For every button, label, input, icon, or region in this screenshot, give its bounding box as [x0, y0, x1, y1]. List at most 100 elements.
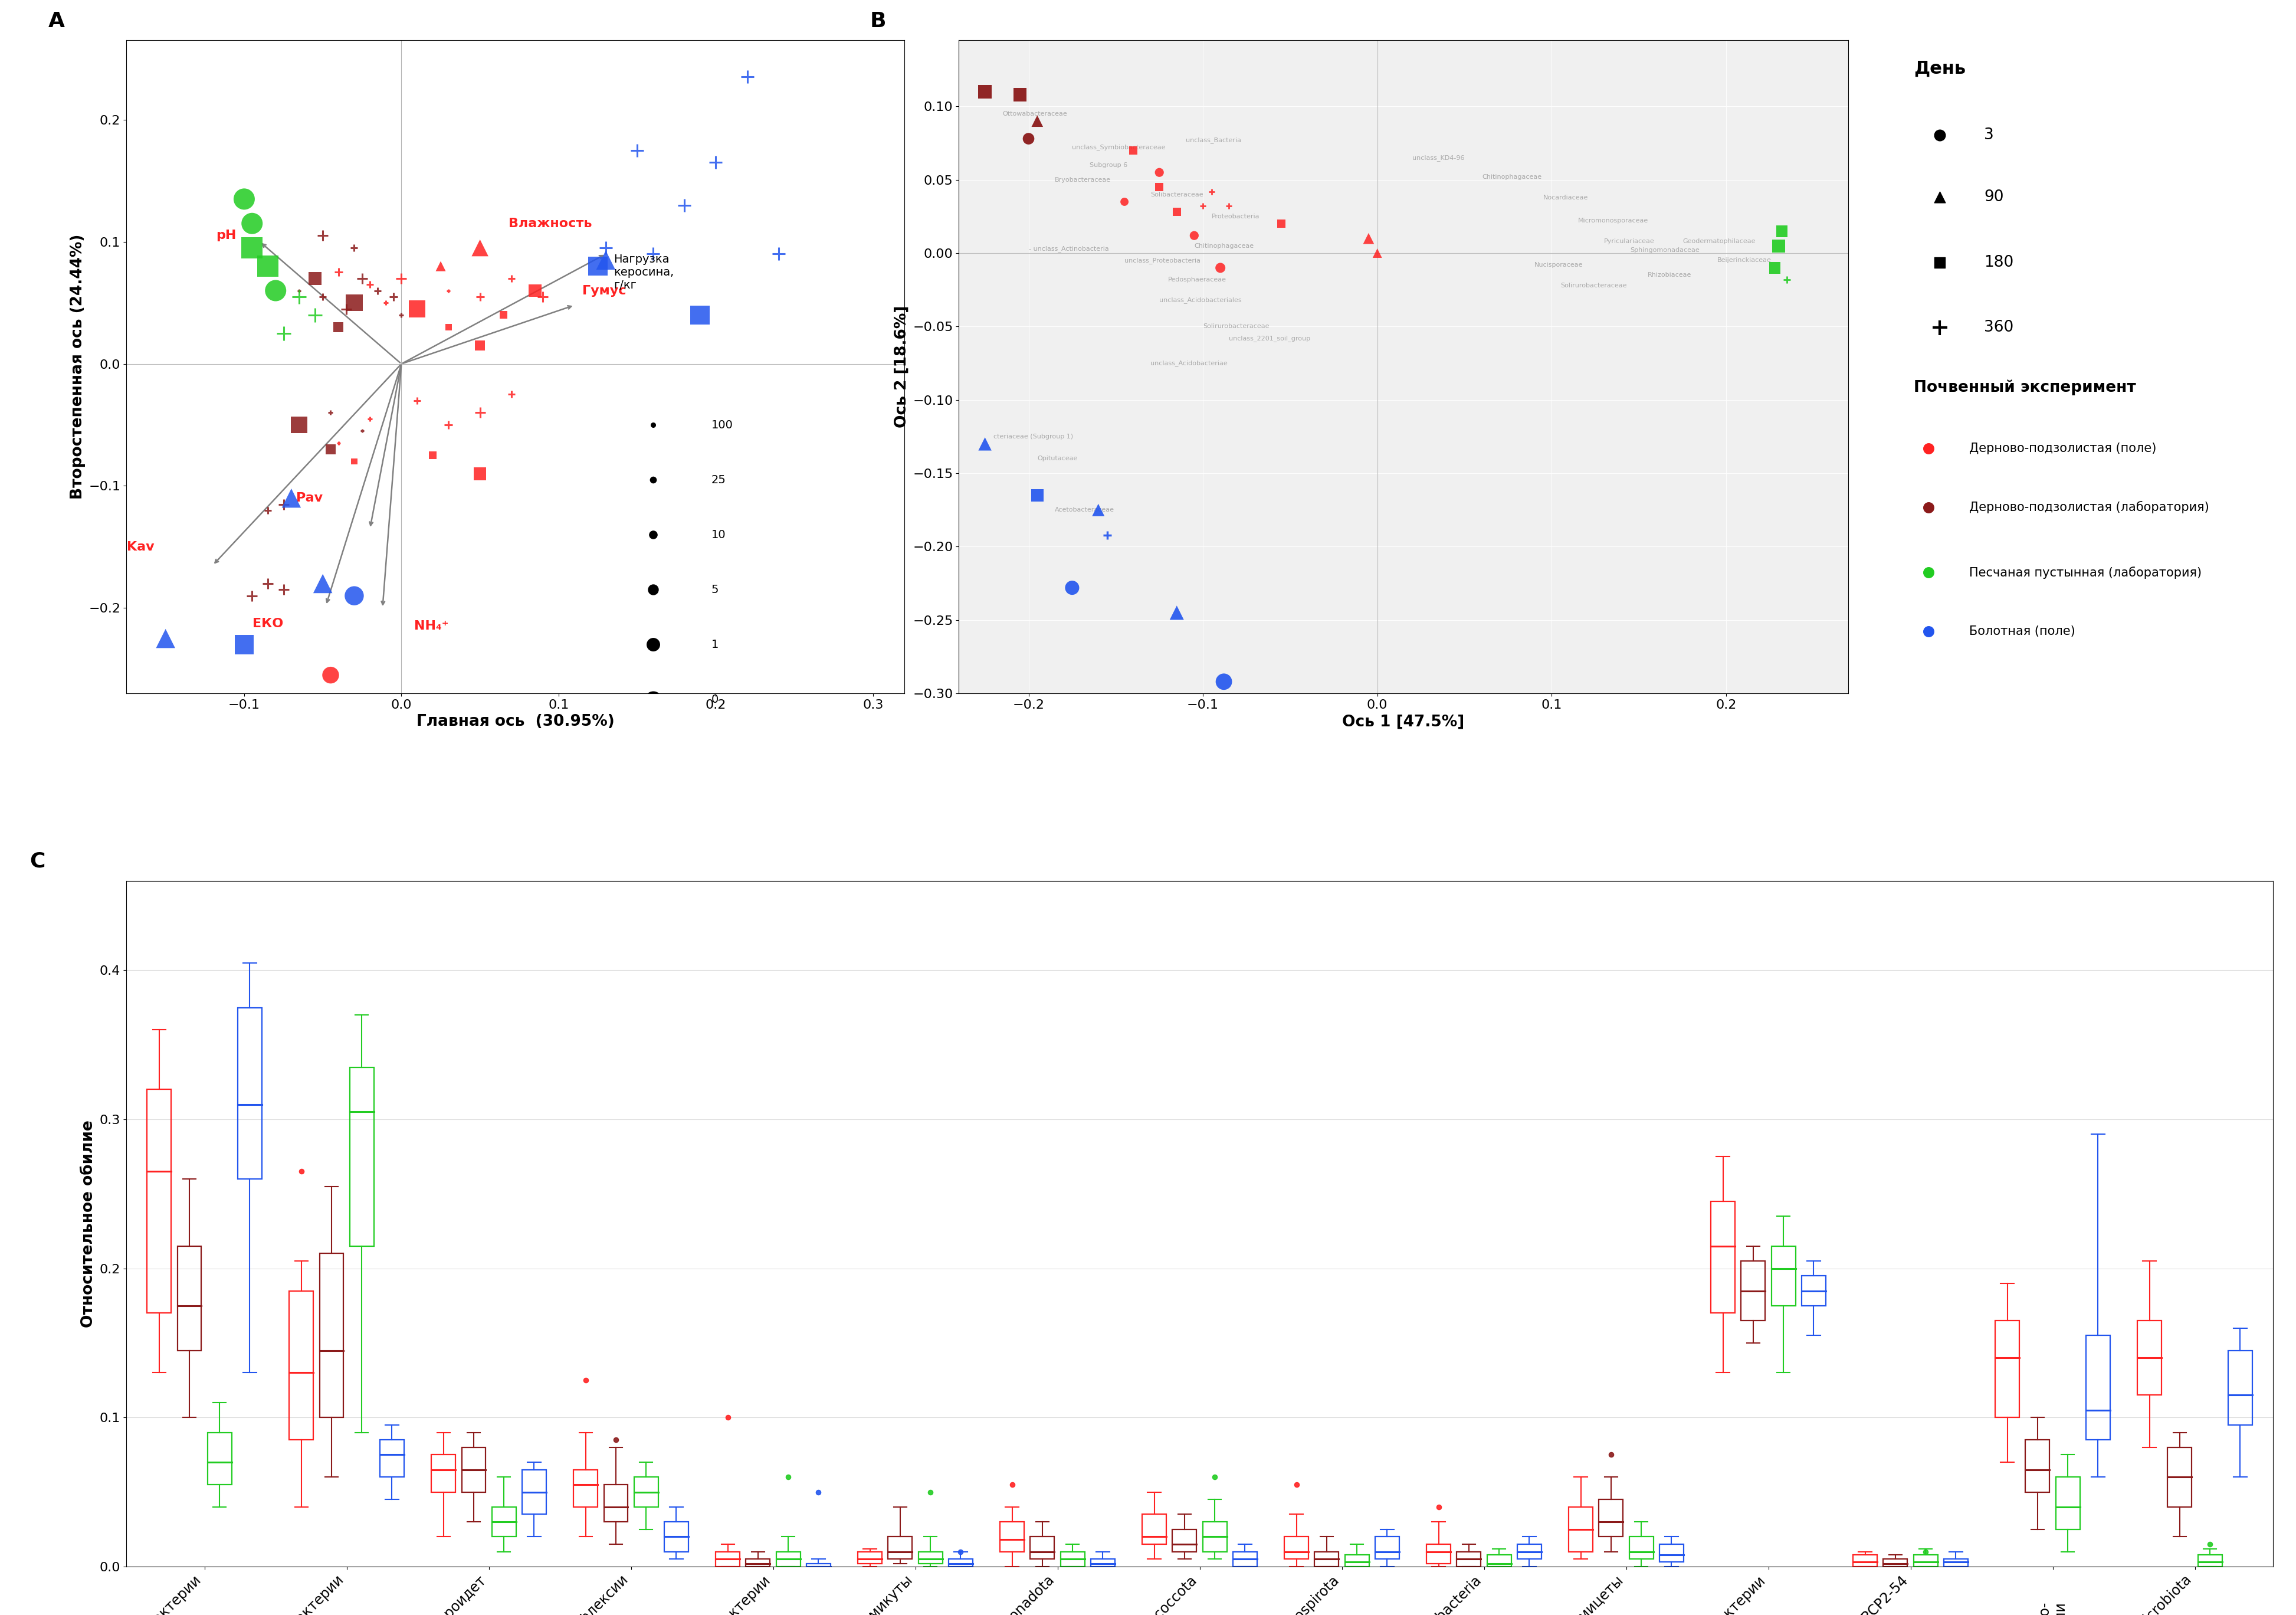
Point	[461, 234, 498, 260]
Text: Beijerinckiaceae: Beijerinckiaceae	[1717, 257, 1773, 263]
Point	[461, 333, 498, 359]
Point	[250, 254, 287, 279]
Text: Nucisporaceae: Nucisporaceae	[1534, 262, 1582, 268]
Point	[579, 254, 615, 279]
Bar	[1456, 1552, 1481, 1567]
Bar	[1518, 1544, 1541, 1558]
Text: Pav: Pav	[296, 493, 324, 504]
Text: Bryobacteraceae: Bryobacteraceae	[1054, 176, 1111, 182]
Text: C: C	[30, 851, 46, 870]
Text: Kav: Kav	[126, 541, 154, 552]
Bar	[918, 1552, 944, 1563]
Bar	[207, 1433, 232, 1484]
Point	[634, 412, 670, 438]
Point	[912, 1479, 948, 1505]
Point	[312, 662, 349, 688]
Bar	[491, 1507, 517, 1537]
Text: 3: 3	[1984, 128, 1993, 142]
Bar	[1740, 1261, 1766, 1321]
Text: Solirurobacteraceae: Solirurobacteraceae	[1561, 283, 1628, 289]
Point	[234, 234, 271, 260]
Bar	[859, 1552, 882, 1563]
Bar	[1598, 1499, 1623, 1537]
Bar	[1945, 1558, 1968, 1567]
Point	[967, 79, 1003, 105]
Bar	[1853, 1555, 1878, 1567]
Point	[1196, 1465, 1233, 1491]
Text: unclass_Acidobacteriales: unclass_Acidobacteriales	[1159, 297, 1242, 304]
Point	[1763, 218, 1800, 244]
Bar	[1426, 1544, 1451, 1563]
Bar	[1883, 1558, 1908, 1567]
Point	[1001, 82, 1038, 108]
Bar	[889, 1537, 912, 1558]
Point	[461, 460, 498, 486]
Point	[422, 254, 459, 279]
Text: Chitinophagaceae: Chitinophagaceae	[1481, 174, 1541, 179]
Text: unclass_KD4-96: unclass_KD4-96	[1412, 155, 1465, 162]
Point	[634, 577, 670, 602]
Text: unclass_Bacteria: unclass_Bacteria	[1185, 137, 1240, 144]
Point	[709, 1405, 746, 1431]
Text: Гумус: Гумус	[583, 284, 627, 297]
Text: Nocardiaceae: Nocardiaceae	[1543, 194, 1589, 200]
Bar	[432, 1455, 455, 1492]
Bar	[2138, 1321, 2161, 1395]
Text: ЕКО: ЕКО	[253, 619, 282, 630]
X-axis label: Ось 1 [47.5%]: Ось 1 [47.5%]	[1343, 714, 1465, 730]
Point	[1910, 436, 1947, 462]
Point	[1908, 1539, 1945, 1565]
Text: Subgroup 6: Subgroup 6	[1091, 162, 1127, 168]
Text: Pedosphaeraceae: Pedosphaeraceae	[1169, 276, 1226, 283]
Bar	[1660, 1544, 1683, 1562]
Bar	[2055, 1478, 2080, 1529]
Point	[305, 570, 342, 596]
Y-axis label: Ось 2 [18.6%]: Ось 2 [18.6%]	[893, 305, 909, 428]
Bar	[349, 1068, 374, 1247]
Text: Rhizobiaceae: Rhizobiaceae	[1649, 273, 1692, 278]
Bar	[1061, 1552, 1084, 1567]
Point	[1593, 1442, 1630, 1468]
Point	[1054, 575, 1091, 601]
Point	[484, 302, 521, 328]
Text: 0: 0	[712, 694, 719, 706]
Point	[1761, 233, 1798, 258]
Point	[1205, 669, 1242, 694]
Text: 10: 10	[712, 530, 726, 541]
Text: Влажность: Влажность	[507, 218, 592, 229]
Point	[1350, 226, 1387, 252]
Bar	[1141, 1515, 1166, 1544]
Text: 100: 100	[712, 420, 732, 431]
Text: unclass_Symbiobacteraceae: unclass_Symbiobacteraceae	[1072, 144, 1166, 150]
Bar	[1802, 1276, 1825, 1305]
Text: Почвенный эксперимент: Почвенный эксперимент	[1913, 380, 2135, 396]
Text: 25: 25	[712, 475, 726, 486]
Bar	[664, 1521, 689, 1552]
Point	[1019, 483, 1056, 509]
Point	[1019, 108, 1056, 134]
Bar	[1345, 1555, 1368, 1567]
Point	[1079, 497, 1116, 523]
Bar	[1091, 1558, 1116, 1567]
Text: Болотная (поле): Болотная (поле)	[1970, 625, 2076, 638]
Text: Solirurobacteraceae: Solirurobacteraceae	[1203, 323, 1270, 329]
Bar	[1711, 1202, 1736, 1313]
Bar	[2167, 1447, 2193, 1507]
Text: NH₄⁺: NH₄⁺	[413, 620, 448, 631]
Point	[335, 449, 372, 475]
Text: Solibacteraceae: Solibacteraceae	[1150, 192, 1203, 197]
Bar	[177, 1247, 202, 1350]
Text: День: День	[1913, 60, 1965, 78]
Point	[225, 186, 262, 212]
Bar	[1233, 1552, 1258, 1567]
Point	[296, 265, 333, 291]
Point	[400, 296, 436, 321]
Point	[1159, 199, 1196, 224]
Text: Acetobacteraceae: Acetobacteraceae	[1054, 507, 1114, 514]
Point	[634, 522, 670, 547]
Bar	[239, 1008, 262, 1179]
Point	[1359, 241, 1396, 266]
Point	[257, 278, 294, 304]
Point	[1756, 255, 1793, 281]
Text: Sphingomonadaceae: Sphingomonadaceae	[1630, 247, 1699, 254]
